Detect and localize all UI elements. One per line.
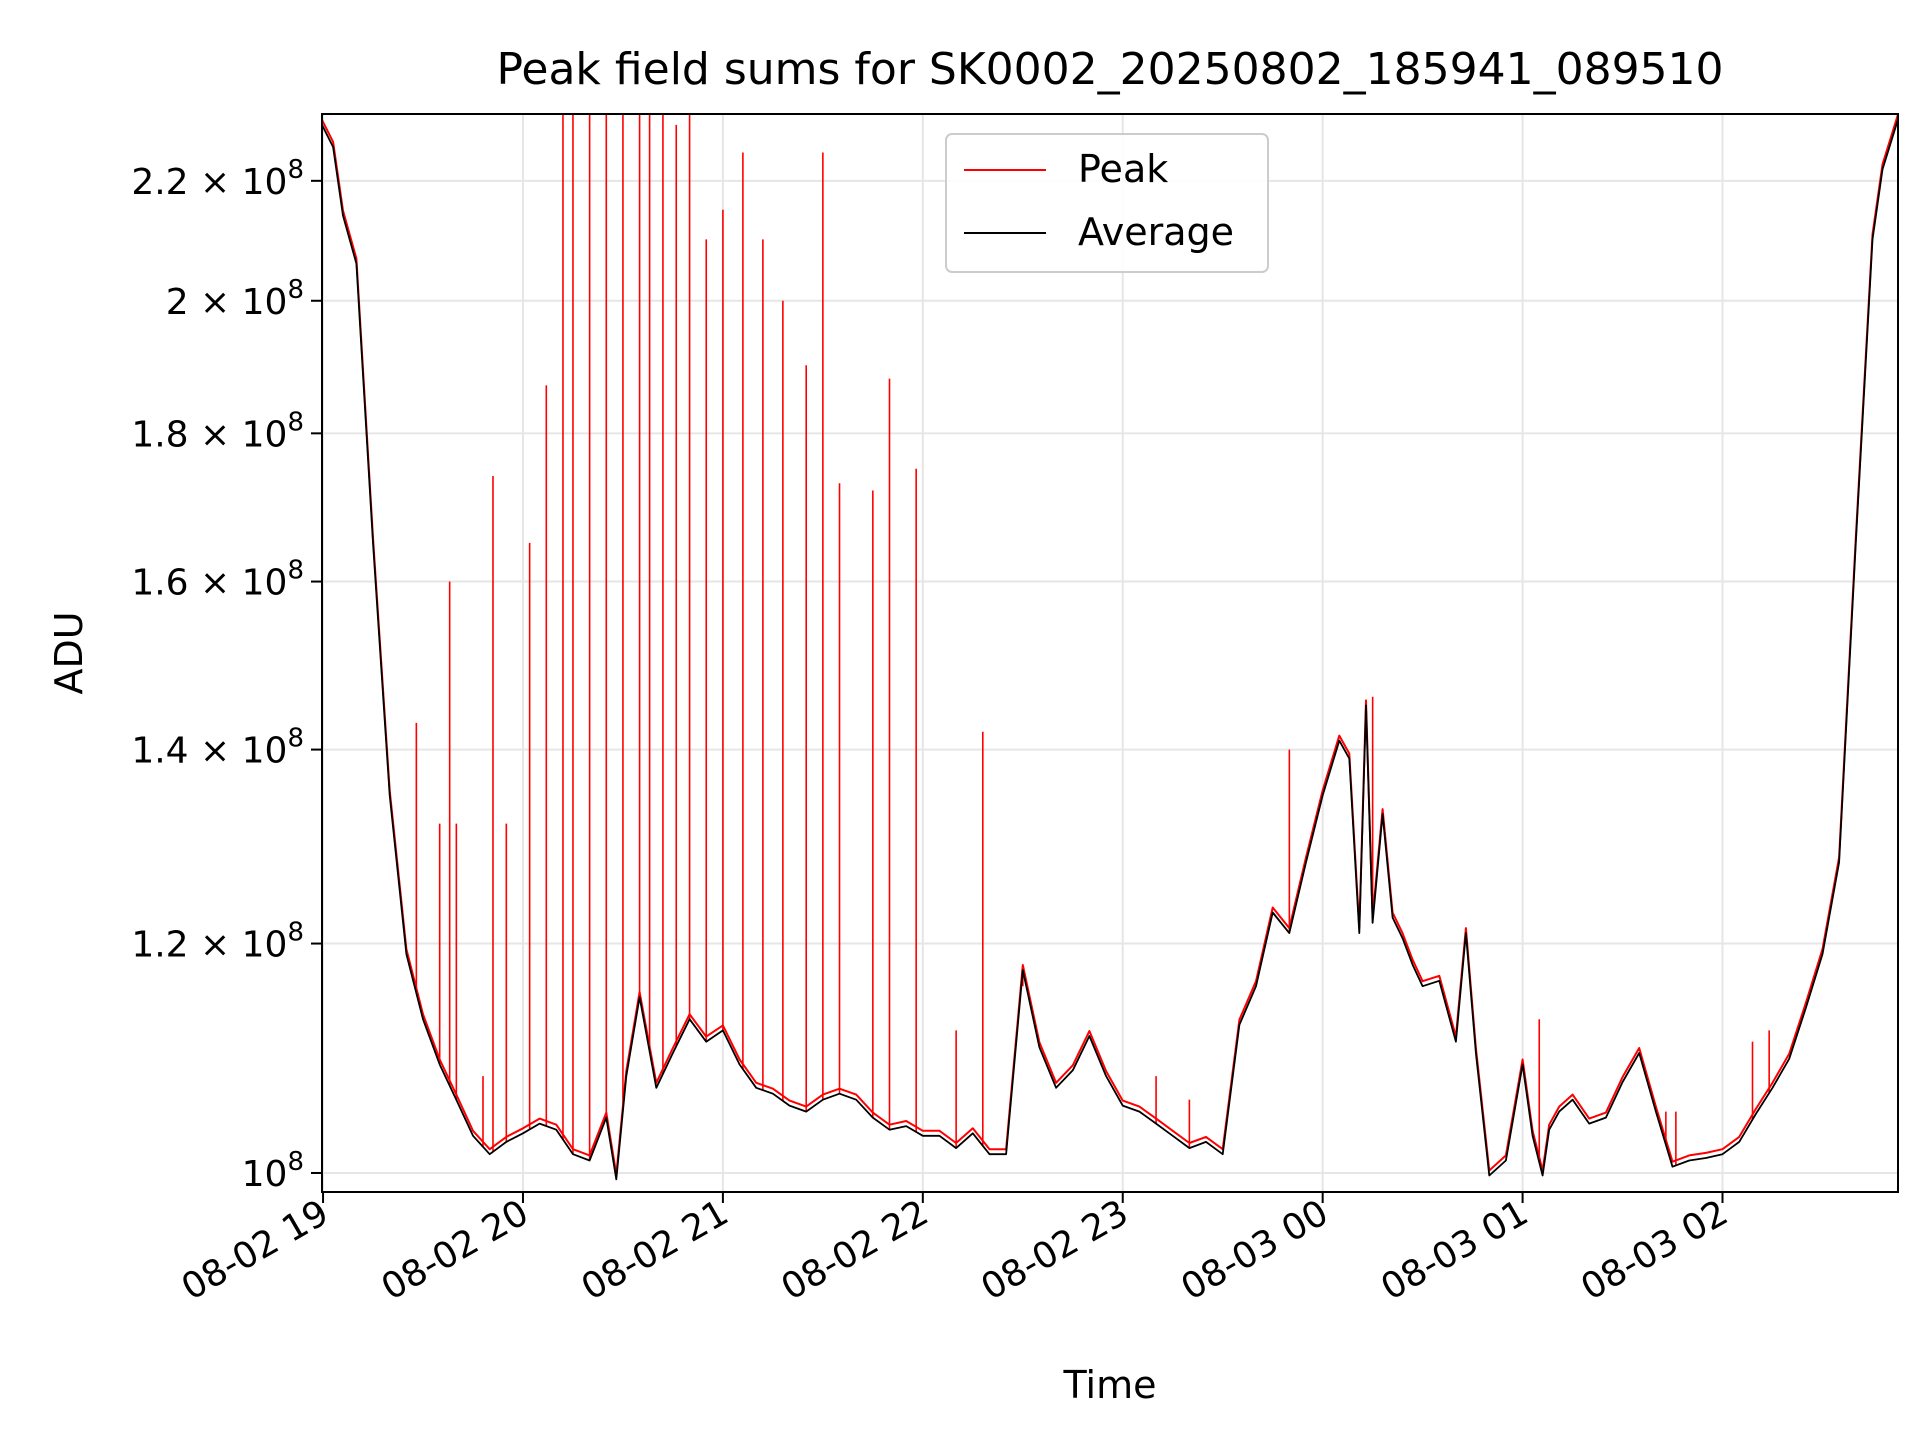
y-tick-mantissa: 10 bbox=[242, 1154, 288, 1195]
average-line bbox=[322, 119, 1898, 1181]
y-tick-exponent: 8 bbox=[287, 556, 304, 586]
y-tick-mantissa: 2 × 10 bbox=[166, 282, 288, 323]
y-tick-exponent: 8 bbox=[287, 155, 304, 185]
y-tick-label: 2.2 × 108 bbox=[131, 155, 304, 203]
legend-box bbox=[945, 133, 1269, 273]
x-axis-label: Time bbox=[1063, 1363, 1157, 1407]
y-tick-mantissa: 1.4 × 10 bbox=[131, 731, 287, 772]
legend-label-average: Average bbox=[1078, 210, 1234, 254]
y-tick-mantissa: 1.2 × 10 bbox=[131, 925, 287, 966]
y-tick-mantissa: 1.8 × 10 bbox=[131, 414, 287, 455]
y-tick-label: 1.6 × 108 bbox=[131, 556, 304, 604]
legend-label-peak: Peak bbox=[1078, 147, 1168, 191]
y-tick-label: 1.2 × 108 bbox=[131, 918, 304, 966]
chart-title: Peak field sums for SK0002_20250802_1859… bbox=[496, 44, 1723, 95]
y-tick-label: 1.4 × 108 bbox=[131, 724, 304, 772]
series-layer bbox=[322, 114, 1898, 1181]
y-tick-exponent: 8 bbox=[287, 724, 304, 754]
y-tick-label: 1.8 × 108 bbox=[131, 407, 304, 455]
legend: Peak Average bbox=[945, 133, 1269, 273]
peak-line bbox=[322, 114, 1898, 1176]
y-tick-exponent: 8 bbox=[287, 918, 304, 948]
y-axis-label: ADU bbox=[47, 611, 91, 694]
y-tick-mantissa: 1.6 × 10 bbox=[131, 563, 287, 604]
y-tick-label: 2 × 108 bbox=[166, 275, 304, 323]
y-tick-exponent: 8 bbox=[287, 1147, 304, 1177]
plot-frame bbox=[321, 113, 1899, 1193]
y-tick-exponent: 8 bbox=[287, 407, 304, 437]
y-tick-mantissa: 2.2 × 10 bbox=[131, 162, 287, 203]
y-tick-label: 108 bbox=[242, 1147, 304, 1195]
y-tick-exponent: 8 bbox=[287, 275, 304, 305]
